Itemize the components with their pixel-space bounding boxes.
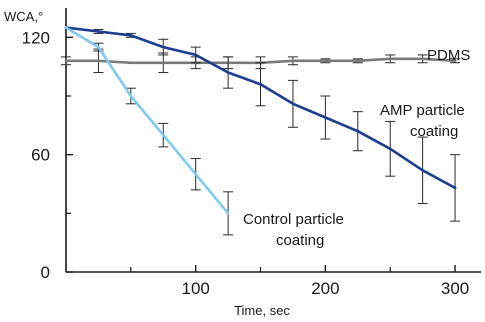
ticks: 0 60 120 100 200 300 — [22, 28, 470, 298]
control-particle-coating-point — [97, 45, 100, 49]
amp-particle-coating-point — [161, 45, 165, 49]
pdms-point — [356, 59, 360, 63]
amp-particle-coating-point — [356, 129, 360, 133]
pdms-point — [64, 59, 68, 63]
pdms-point — [453, 59, 457, 63]
pdms-point — [421, 57, 424, 61]
amp-particle-coating-point — [291, 102, 295, 106]
y-axis-title: WCA,° — [4, 9, 43, 24]
x-axis-title: Time, sec — [234, 303, 290, 318]
amp-particle-coating-point — [97, 30, 100, 33]
pdms-point — [291, 59, 295, 63]
control-particle-coating-line — [64, 26, 230, 215]
series-control-particle-coating — [64, 26, 234, 236]
annotation-amp-line1: AMP particle — [380, 102, 465, 119]
y-tick-label: 60 — [31, 146, 50, 165]
control-particle-coating-point — [161, 133, 165, 137]
annotation-pdms: PDMS — [427, 47, 470, 64]
x-tick-label: 300 — [441, 279, 469, 298]
control-particle-coating-point — [129, 94, 133, 98]
pdms-point — [129, 61, 133, 65]
control-particle-coating-point — [194, 172, 197, 176]
y-tick-label: 0 — [41, 263, 50, 282]
series-layer — [61, 26, 461, 236]
series-amp-particle-coating — [64, 26, 461, 222]
x-tick-label: 100 — [182, 279, 210, 298]
pdms-point — [388, 57, 392, 61]
pdms-point — [161, 61, 165, 65]
amp-particle-coating-point — [421, 169, 424, 172]
amp-particle-coating-point — [226, 71, 230, 74]
pdms-point — [97, 59, 100, 63]
amp-particle-coating-point — [129, 34, 133, 37]
annotation-control-line1: Control particle — [243, 211, 344, 228]
axes — [65, 8, 481, 273]
amp-particle-coating-point — [259, 82, 262, 86]
control-particle-coating-point — [226, 212, 230, 215]
amp-particle-coating-point — [453, 186, 457, 190]
x-tick-label: 200 — [311, 279, 339, 298]
y-tick-label: 120 — [22, 28, 50, 47]
annotation-control-line2: coating — [276, 232, 324, 249]
control-particle-coating-point — [64, 26, 68, 29]
amp-particle-coating-point — [388, 147, 392, 151]
amp-particle-coating-point — [194, 53, 197, 57]
amp-particle-coating-point — [324, 116, 327, 119]
annotation-amp-line2: coating — [410, 123, 458, 140]
pdms-point — [324, 59, 327, 63]
